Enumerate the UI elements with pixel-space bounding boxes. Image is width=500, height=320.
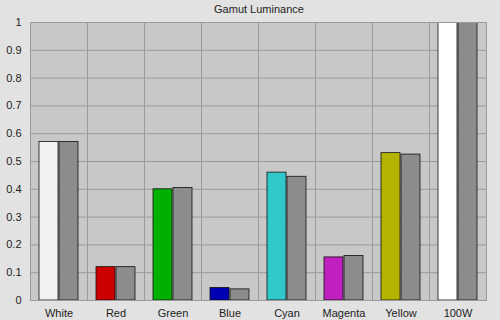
svg-text:Green: Green [158,307,189,319]
svg-text:Magenta: Magenta [323,307,367,319]
svg-text:0.1: 0.1 [6,266,21,278]
svg-text:Red: Red [106,307,126,319]
svg-text:Blue: Blue [219,307,241,319]
svg-text:0.2: 0.2 [6,238,21,250]
svg-text:0.4: 0.4 [6,183,21,195]
svg-text:0.6: 0.6 [6,127,21,139]
svg-text:Cyan: Cyan [274,307,300,319]
svg-text:White: White [45,307,73,319]
svg-text:0.7: 0.7 [6,99,21,111]
html-text:Gamut Luminance: Gamut Luminance [214,3,304,15]
svg-text:0.9: 0.9 [6,44,21,56]
svg-text:Yellow: Yellow [385,307,416,319]
svg-text:0: 0 [15,294,21,306]
svg-text:1: 1 [15,18,21,28]
svg-text:0.3: 0.3 [6,211,21,223]
svg-text:0.5: 0.5 [6,155,21,167]
svg-text:100W: 100W [444,307,473,319]
svg-text:0.8: 0.8 [6,72,21,84]
